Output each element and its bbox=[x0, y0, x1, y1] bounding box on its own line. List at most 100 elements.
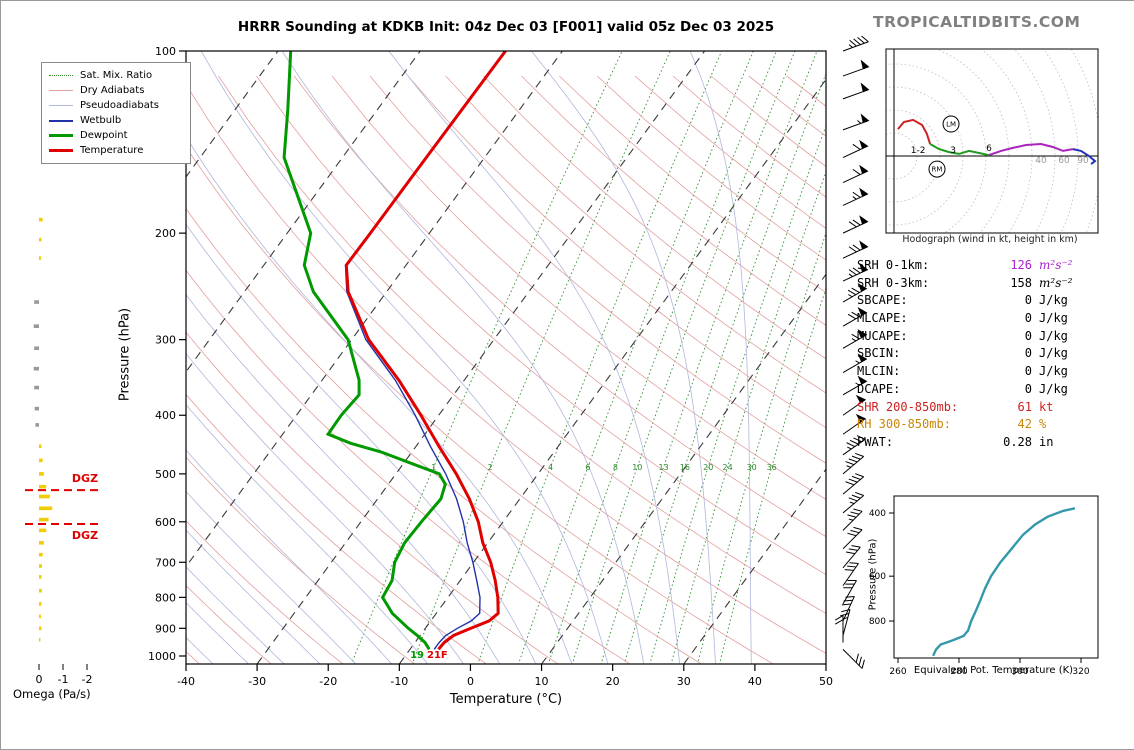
legend-line-sample bbox=[49, 90, 73, 91]
hodograph-caption: Hodograph (wind in kt, height in km) bbox=[902, 234, 1078, 245]
stat-label: MUCAPE: bbox=[857, 328, 908, 343]
skewt-background bbox=[186, 51, 826, 664]
svg-text:50: 50 bbox=[819, 675, 833, 688]
svg-text:400: 400 bbox=[869, 509, 886, 519]
svg-text:40: 40 bbox=[748, 675, 762, 688]
stat-label: MLCIN: bbox=[857, 364, 901, 379]
theta-e-x-axis-label: Equivalent Pot. Temperature (K) bbox=[913, 665, 1074, 676]
legend-line-sample bbox=[49, 119, 73, 122]
svg-text:20: 20 bbox=[703, 463, 713, 472]
svg-text:400: 400 bbox=[155, 409, 176, 422]
temperature-axis-label: Temperature (°C) bbox=[449, 692, 563, 707]
stat-value: 0 bbox=[1024, 364, 1032, 379]
svg-text:4: 4 bbox=[548, 463, 553, 472]
svg-text:100: 100 bbox=[155, 45, 176, 58]
stat-row: SBCIN: 0 J/kg bbox=[857, 345, 1097, 363]
legend-label: Dry Adiabats bbox=[80, 85, 145, 96]
legend-item: Dewpoint bbox=[49, 128, 183, 143]
svg-text:320: 320 bbox=[1072, 667, 1089, 677]
svg-text:-1: -1 bbox=[58, 673, 69, 686]
svg-text:19: 19 bbox=[410, 650, 424, 661]
stat-label: SBCAPE: bbox=[857, 293, 908, 308]
svg-text:16: 16 bbox=[680, 463, 690, 472]
stat-value: 0 bbox=[1024, 311, 1032, 326]
svg-text:30: 30 bbox=[677, 675, 691, 688]
legend-item: Pseudoadiabats bbox=[49, 98, 183, 113]
stat-label: SBCIN: bbox=[857, 346, 901, 361]
stat-label: SHR 200-850mb: bbox=[857, 399, 959, 414]
legend-line-sample bbox=[49, 105, 73, 106]
omega-panel: 0 -1 -2 bbox=[33, 217, 93, 686]
svg-text:-2: -2 bbox=[82, 673, 93, 686]
stat-unit: m²s⁻² bbox=[1039, 258, 1073, 272]
stat-label: SRH 0-3km: bbox=[857, 275, 930, 290]
stat-row: SHR 200-850mb: 61 kt bbox=[857, 399, 1097, 417]
svg-text:800: 800 bbox=[869, 617, 886, 627]
legend-line-sample bbox=[49, 75, 73, 76]
dewpoint-curve bbox=[282, 51, 447, 651]
svg-text:300: 300 bbox=[155, 334, 176, 347]
stat-row: RH 300-850mb: 42% bbox=[857, 416, 1097, 434]
page-title: HRRR Sounding at KDKB Init: 04z Dec 03 [… bbox=[237, 19, 775, 35]
theta-e-chart: 260 280 300 320 400 600 800 bbox=[869, 495, 1099, 677]
legend-item: Sat. Mix. Ratio bbox=[49, 68, 183, 83]
stat-label: RH 300-850mb: bbox=[857, 417, 951, 432]
legend-label: Sat. Mix. Ratio bbox=[80, 70, 153, 81]
svg-text:1000: 1000 bbox=[148, 650, 176, 663]
svg-text:280: 280 bbox=[950, 667, 967, 677]
svg-text:260: 260 bbox=[889, 667, 906, 677]
svg-text:600: 600 bbox=[869, 572, 886, 582]
stat-unit: J/kg bbox=[1039, 328, 1068, 343]
svg-text:13: 13 bbox=[659, 463, 669, 472]
svg-text:0: 0 bbox=[467, 675, 474, 688]
svg-text:1-2: 1-2 bbox=[911, 146, 926, 156]
svg-text:0: 0 bbox=[36, 673, 43, 686]
svg-text:800: 800 bbox=[155, 591, 176, 604]
legend-label: Wetbulb bbox=[80, 115, 122, 126]
svg-text:-20: -20 bbox=[319, 675, 337, 688]
stat-unit: J/kg bbox=[1039, 293, 1068, 308]
legend-label: Dewpoint bbox=[80, 130, 128, 141]
wind-barbs bbox=[834, 35, 870, 669]
svg-text:40: 40 bbox=[1035, 156, 1047, 166]
stat-unit: J/kg bbox=[1039, 364, 1068, 379]
mixing-ratio-labels: 1 2 4 6 8 10 13 16 20 24 30 36 bbox=[431, 463, 777, 472]
stats-panel: SRH 0-1km: 126 m²s⁻² SRH 0-3km: 158 m²s⁻² SB… bbox=[857, 257, 1097, 452]
svg-text:DGZ: DGZ bbox=[72, 472, 98, 485]
svg-text:36: 36 bbox=[767, 463, 777, 472]
surface-value-labels: 19 21F bbox=[410, 650, 448, 661]
stat-row: MUCAPE: 0 J/kg bbox=[857, 328, 1097, 346]
hodograph: 40 60 90 1-2 3 6 LM RM bbox=[886, 49, 1098, 233]
legend-label: Temperature bbox=[80, 145, 144, 156]
stat-row: SRH 0-1km: 126 m²s⁻² bbox=[857, 257, 1097, 275]
svg-text:10: 10 bbox=[632, 463, 642, 472]
stat-value: 0 bbox=[1024, 381, 1032, 396]
stat-unit: J/kg bbox=[1039, 311, 1068, 326]
svg-text:1: 1 bbox=[431, 463, 436, 472]
svg-text:DGZ: DGZ bbox=[72, 529, 98, 542]
stat-value: 0.28 bbox=[1003, 434, 1032, 449]
stat-unit: in bbox=[1039, 434, 1054, 449]
stat-value: 126 bbox=[1010, 258, 1032, 272]
stat-label: PWAT: bbox=[857, 434, 894, 449]
svg-text:LM: LM bbox=[946, 121, 956, 129]
stat-label: MLCAPE: bbox=[857, 311, 908, 326]
legend-line-sample bbox=[49, 149, 73, 152]
stat-value: 158 bbox=[1010, 275, 1032, 290]
legend-item: Wetbulb bbox=[49, 113, 183, 128]
dgz-markers: DGZ DGZ bbox=[25, 472, 103, 542]
svg-text:500: 500 bbox=[155, 468, 176, 481]
stat-value: 42 bbox=[1017, 417, 1032, 432]
stat-unit: J/kg bbox=[1039, 381, 1068, 396]
legend-item: Dry Adiabats bbox=[49, 83, 183, 98]
pressure-axis-label: Pressure (hPa) bbox=[117, 307, 133, 402]
stat-row: PWAT: 0.28 in bbox=[857, 434, 1097, 452]
sounding-curves bbox=[282, 51, 507, 651]
svg-text:-40: -40 bbox=[177, 675, 195, 688]
stat-row: MLCIN: 0 J/kg bbox=[857, 363, 1097, 381]
stat-unit: J/kg bbox=[1039, 346, 1068, 361]
svg-text:600: 600 bbox=[155, 516, 176, 529]
